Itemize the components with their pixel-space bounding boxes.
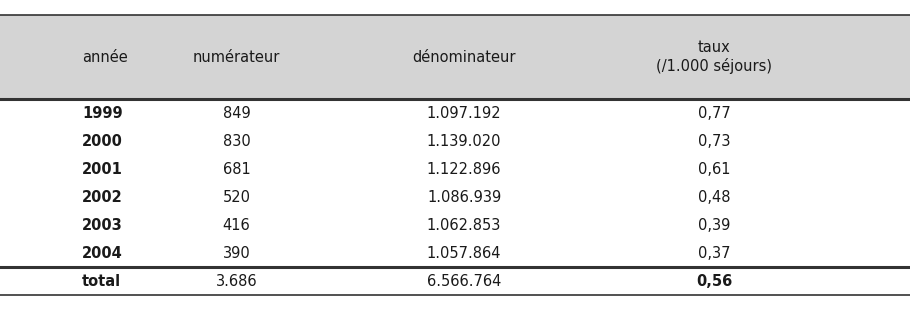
Text: 0,61: 0,61 xyxy=(698,162,731,177)
Text: 6.566.764: 6.566.764 xyxy=(427,274,501,289)
Text: 1.139.020: 1.139.020 xyxy=(427,134,501,149)
Text: 0,73: 0,73 xyxy=(698,134,731,149)
Text: 3.686: 3.686 xyxy=(216,274,258,289)
Bar xyxy=(0,15,910,99)
Text: année: année xyxy=(82,50,127,65)
Text: 0,37: 0,37 xyxy=(698,245,731,260)
Text: 1.122.896: 1.122.896 xyxy=(427,162,501,177)
Text: numérateur: numérateur xyxy=(193,50,280,65)
Text: 0,77: 0,77 xyxy=(698,106,731,121)
Text: 2002: 2002 xyxy=(82,190,123,205)
Text: taux
(/1.000 séjours): taux (/1.000 séjours) xyxy=(656,39,773,75)
Text: 1.062.853: 1.062.853 xyxy=(427,218,501,233)
Text: 0,48: 0,48 xyxy=(698,190,731,205)
Text: 2003: 2003 xyxy=(82,218,123,233)
Text: 1999: 1999 xyxy=(82,106,123,121)
Text: 0,39: 0,39 xyxy=(698,218,731,233)
Text: 520: 520 xyxy=(223,190,250,205)
Text: 1.097.192: 1.097.192 xyxy=(427,106,501,121)
Text: 0,56: 0,56 xyxy=(696,274,733,289)
Text: 830: 830 xyxy=(223,134,250,149)
Text: 2001: 2001 xyxy=(82,162,123,177)
Text: total: total xyxy=(82,274,121,289)
Text: 390: 390 xyxy=(223,245,250,260)
Text: 681: 681 xyxy=(223,162,250,177)
Text: 849: 849 xyxy=(223,106,250,121)
Text: dénominateur: dénominateur xyxy=(412,50,516,65)
Text: 2000: 2000 xyxy=(82,134,123,149)
Text: 416: 416 xyxy=(223,218,250,233)
Text: 1.057.864: 1.057.864 xyxy=(427,245,501,260)
Text: 2004: 2004 xyxy=(82,245,123,260)
Text: 1.086.939: 1.086.939 xyxy=(427,190,501,205)
